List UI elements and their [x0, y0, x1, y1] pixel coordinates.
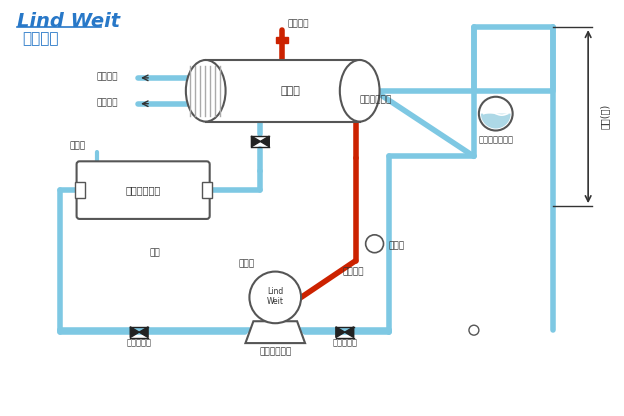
Bar — [202, 182, 212, 198]
Text: 蔯汽进口: 蔯汽进口 — [287, 19, 309, 28]
Text: 放空口: 放空口 — [70, 141, 85, 151]
Ellipse shape — [186, 60, 226, 121]
Text: Weit: Weit — [266, 297, 284, 306]
Polygon shape — [130, 327, 139, 337]
Text: 热水出口: 热水出口 — [97, 72, 118, 82]
Text: 疏水阎: 疏水阎 — [389, 241, 404, 250]
Circle shape — [479, 97, 513, 131]
Text: 出口止回阀: 出口止回阀 — [332, 338, 358, 347]
Text: 蔯汽入口: 蔯汽入口 — [343, 267, 364, 277]
Text: 动力蔯汽入口: 动力蔯汽入口 — [359, 96, 392, 105]
Text: Lind Weit: Lind Weit — [17, 12, 120, 31]
Polygon shape — [260, 136, 270, 147]
Ellipse shape — [340, 60, 379, 121]
Text: 冷凝水回收泵: 冷凝水回收泵 — [259, 347, 291, 356]
Bar — [206, 60, 359, 121]
Text: 放空式回收罐: 放空式回收罐 — [125, 185, 161, 195]
Circle shape — [469, 325, 479, 335]
Text: 换热器: 换热器 — [281, 86, 301, 96]
Polygon shape — [345, 327, 354, 337]
Bar — [75, 182, 84, 198]
Text: 排放口: 排放口 — [238, 259, 255, 268]
Text: 冷水进口: 冷水进口 — [97, 98, 118, 107]
Polygon shape — [336, 327, 345, 337]
FancyBboxPatch shape — [77, 161, 210, 219]
Wedge shape — [481, 114, 510, 129]
Text: 压头: 压头 — [149, 248, 160, 257]
Polygon shape — [139, 327, 148, 337]
Circle shape — [366, 235, 384, 253]
Text: Lind: Lind — [267, 287, 283, 296]
Text: 提升(米): 提升(米) — [600, 104, 610, 129]
Text: 冷凝水回收管道: 冷凝水回收管道 — [478, 136, 514, 144]
Text: 入口止回阀: 入口止回阀 — [127, 338, 152, 347]
Bar — [276, 37, 288, 43]
Text: 林德伟特: 林德伟特 — [22, 31, 59, 46]
Polygon shape — [251, 136, 260, 147]
Circle shape — [250, 272, 301, 323]
Polygon shape — [245, 321, 305, 343]
